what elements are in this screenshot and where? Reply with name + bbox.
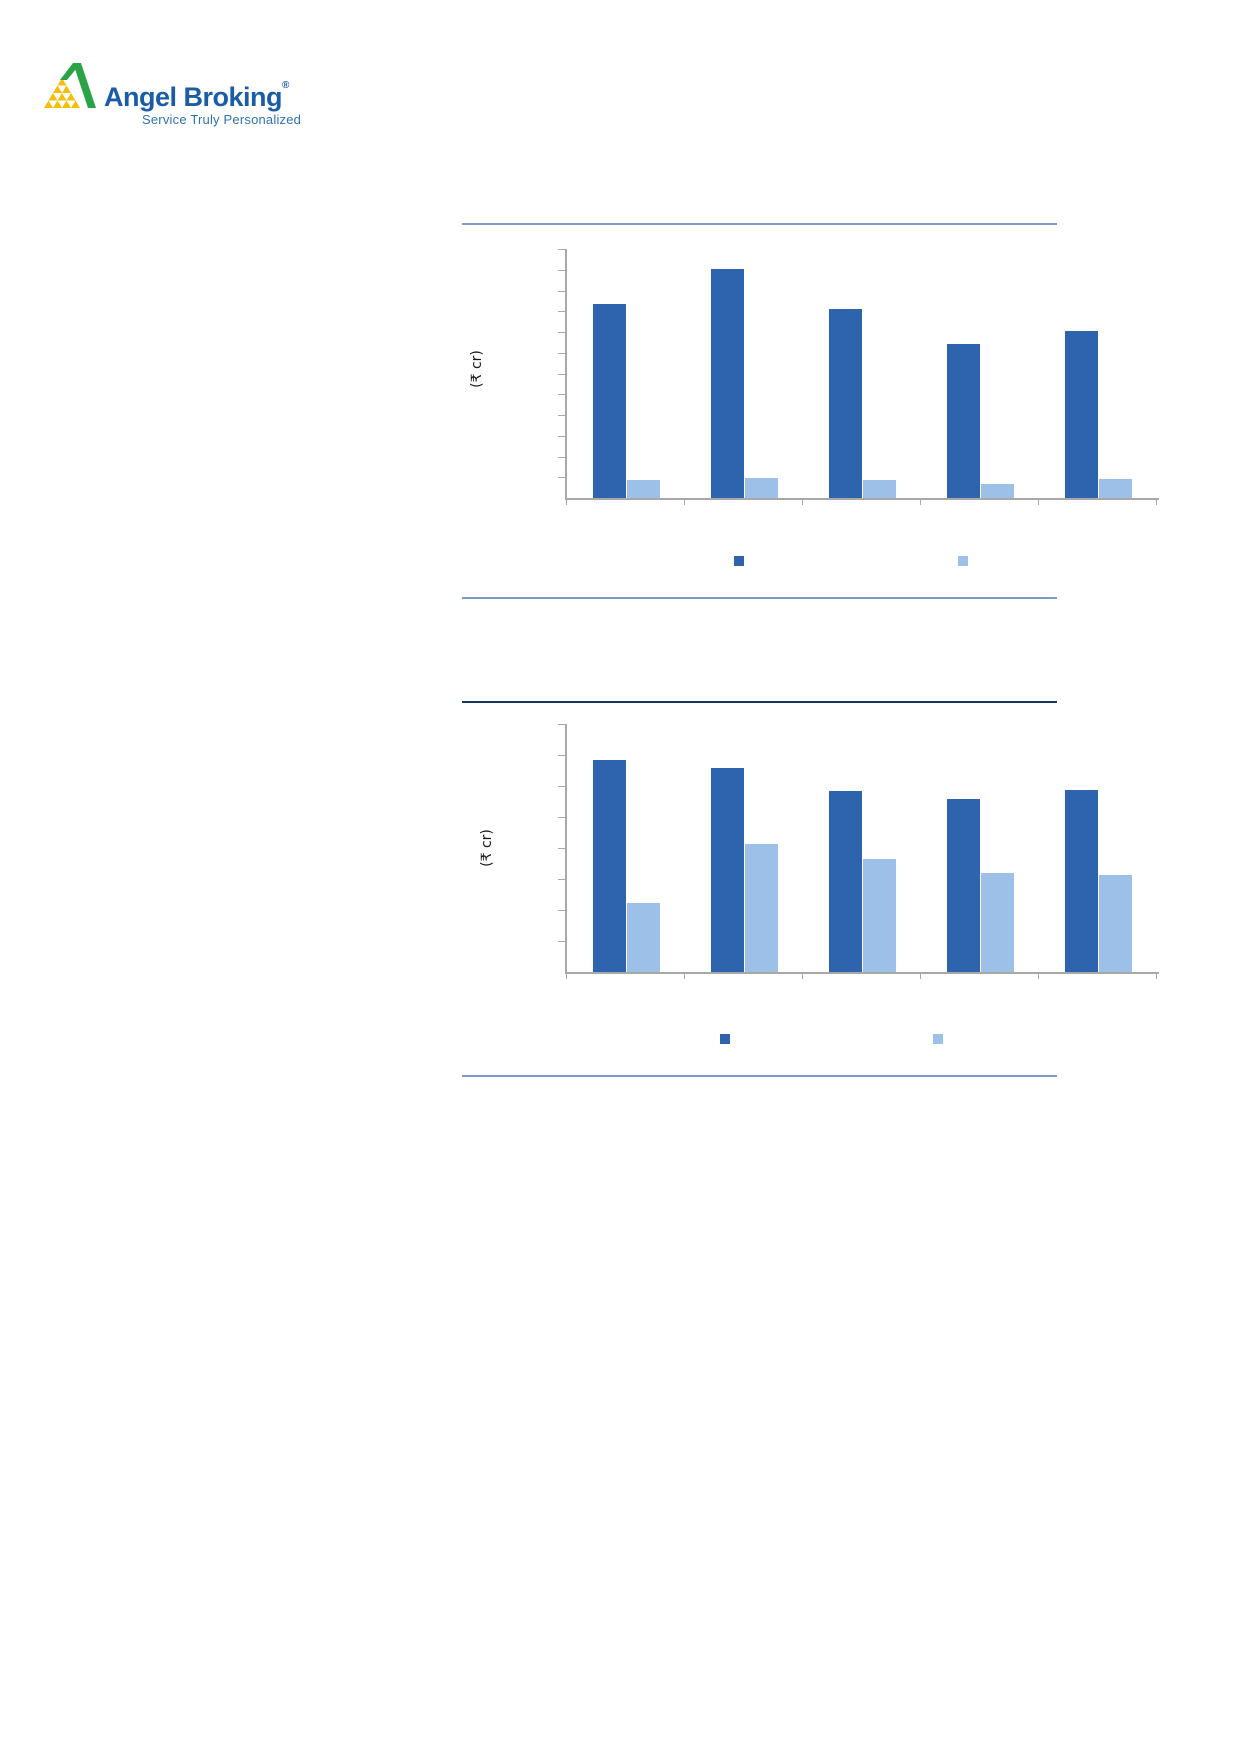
y-axis-tick [558, 910, 565, 911]
y-axis [565, 724, 567, 974]
dark-blue-series-bar [1065, 331, 1098, 498]
light-blue-series-bar [627, 480, 660, 498]
angel-broking-logo-icon [44, 63, 96, 108]
y-axis-tick [558, 755, 565, 756]
dark-blue-series-bar [947, 799, 980, 972]
x-axis-tick [920, 974, 921, 979]
y-axis-tick [558, 848, 565, 849]
light-blue-series-bar [863, 480, 896, 498]
dark-blue-series-legend-swatch [720, 1034, 730, 1044]
light-blue-series-bar [627, 903, 660, 972]
y-axis-tick [558, 332, 565, 333]
dark-blue-series-bar [829, 791, 862, 972]
light-blue-series-bar [863, 859, 896, 972]
dark-blue-series-bar [1065, 790, 1098, 972]
y-axis-tick [558, 456, 565, 458]
light-blue-series-bar [1099, 875, 1132, 972]
x-axis-tick [566, 974, 567, 979]
x-axis-tick [1156, 974, 1157, 979]
light-blue-series-bar [745, 478, 778, 498]
light-blue-series-legend-swatch [933, 1034, 943, 1044]
dark-blue-series-bar [947, 344, 980, 498]
y-axis [565, 249, 567, 500]
exhibit-2-bottom-rule [462, 1075, 1057, 1077]
logo: Angel Broking® Service Truly Personalize… [0, 0, 320, 140]
light-blue-series-bar [981, 873, 1014, 972]
y-axis-tick [558, 352, 565, 354]
dark-blue-series-bar [593, 304, 626, 498]
y-axis-tick [558, 879, 565, 880]
y-axis-tick [558, 435, 565, 437]
exhibit-1-bottom-rule [462, 597, 1057, 599]
dark-blue-series-bar [711, 269, 744, 498]
y-axis-tick [558, 786, 565, 787]
x-axis [565, 972, 1159, 974]
brand-tagline: Service Truly Personalized [142, 112, 302, 127]
y-axis-tick [558, 477, 565, 479]
x-axis-tick [566, 500, 567, 505]
y-axis-tick [558, 394, 565, 396]
y-axis-tick [558, 373, 565, 375]
light-blue-series-legend-swatch [958, 556, 968, 566]
x-axis-tick [1156, 500, 1157, 505]
dark-blue-series-bar [593, 760, 626, 972]
y-axis-tick [558, 249, 565, 250]
y-axis-label: (₹ cr) [469, 350, 485, 388]
dark-blue-series-bar [829, 309, 862, 498]
light-blue-series-bar [745, 844, 778, 972]
y-axis-tick [558, 415, 565, 416]
x-axis-tick [684, 500, 685, 505]
y-axis-tick [558, 290, 565, 292]
exhibit-2-top-rule [462, 701, 1057, 703]
x-axis-tick [802, 974, 803, 979]
x-axis-tick [684, 974, 685, 979]
dark-blue-series-legend-swatch [734, 556, 744, 566]
y-axis-label: (₹ cr) [479, 829, 495, 867]
light-blue-series-bar [1099, 479, 1132, 498]
x-axis-tick [1038, 500, 1039, 505]
y-axis-tick [558, 817, 565, 818]
y-axis-tick [558, 941, 565, 942]
exhibit-1-top-rule [462, 223, 1057, 225]
x-axis-tick [1038, 974, 1039, 979]
light-blue-series-bar [981, 484, 1014, 498]
y-axis-tick [558, 724, 565, 725]
x-axis-tick [920, 500, 921, 505]
y-axis-tick [558, 311, 565, 313]
y-axis-tick [558, 269, 565, 271]
dark-blue-series-bar [711, 768, 744, 972]
x-axis-tick [802, 500, 803, 505]
brand-name: Angel Broking® [104, 80, 289, 112]
x-axis [565, 498, 1159, 500]
registered-mark: ® [282, 80, 289, 91]
